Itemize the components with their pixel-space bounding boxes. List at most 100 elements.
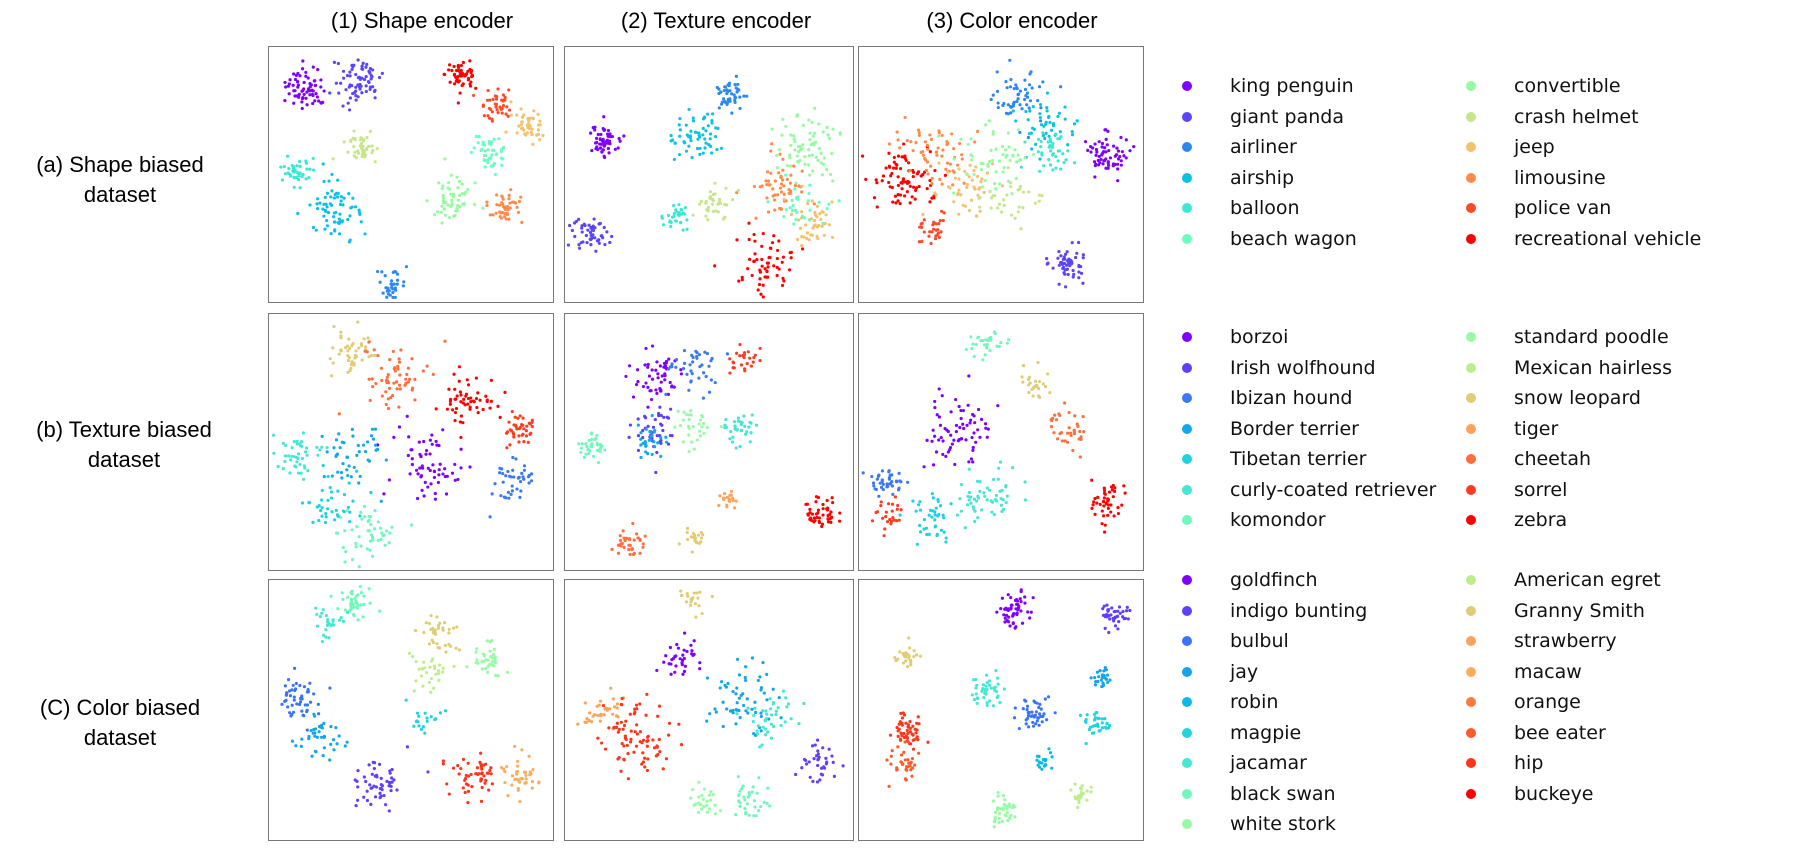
legend-label: strawberry [1514, 630, 1617, 652]
legend-label: borzoi [1230, 326, 1289, 348]
legend-marker-icon [1182, 484, 1192, 495]
legend-marker-icon [1466, 332, 1476, 342]
legend-label: komondor [1230, 509, 1326, 531]
legend-label: snow leopard [1514, 387, 1641, 409]
legend-label: police van [1514, 197, 1612, 219]
legend-label: goldfinch [1230, 569, 1318, 591]
column-title-texture: (2) Texture encoder [620, 8, 812, 33]
legend-marker-icon [1466, 81, 1476, 91]
row-title-shape-biased: (a) Shape biased dataset [10, 150, 230, 210]
legend-marker-icon [1182, 515, 1192, 525]
scatter-panel [858, 313, 1144, 571]
scatter-panel [564, 46, 854, 303]
legend-marker-icon [1182, 575, 1192, 585]
legend-marker-icon [1182, 819, 1192, 829]
legend-label: Granny Smith [1514, 599, 1645, 622]
legend-marker-icon [1466, 605, 1476, 616]
legend-label: balloon [1230, 197, 1300, 219]
legend-label: zebra [1514, 509, 1568, 531]
legend-marker-icon [1466, 423, 1476, 434]
legend-marker-icon [1466, 727, 1476, 738]
legend-marker-icon [1466, 111, 1476, 122]
legend-marker-icon [1466, 636, 1476, 646]
legend-marker-icon [1466, 666, 1476, 677]
legend-marker-icon [1182, 423, 1192, 434]
column-title-shape: (1) Shape encoder [330, 8, 514, 33]
legend-marker-icon [1182, 362, 1192, 373]
legend-marker-icon [1466, 393, 1476, 403]
legend-marker-icon [1182, 172, 1192, 183]
legend-label: crash helmet [1514, 105, 1639, 128]
legend-label: jeep [1514, 136, 1555, 158]
row-title-line: dataset [87, 447, 161, 472]
legend-label: Irish wolfhound [1230, 356, 1376, 379]
legend-marker-icon [1182, 727, 1192, 738]
legend-label: Tibetan terrier [1230, 448, 1367, 470]
legend-label: standard poodle [1514, 326, 1669, 348]
legend-label: white stork [1230, 813, 1336, 835]
legend-marker-icon [1182, 454, 1192, 464]
legend-marker-icon [1182, 697, 1192, 707]
legend-label: black swan [1230, 782, 1336, 805]
legend-label: robin [1230, 691, 1279, 713]
legend-marker-icon [1466, 203, 1476, 213]
legend-label: jay [1230, 660, 1259, 683]
legend-marker-icon [1182, 758, 1192, 768]
legend-label: bee eater [1514, 721, 1606, 744]
legend-marker-icon [1182, 605, 1192, 616]
legend-label: hip [1514, 752, 1544, 774]
scatter-panel [858, 579, 1144, 841]
legend-label: bulbul [1230, 630, 1289, 652]
legend-marker-icon [1466, 697, 1476, 707]
row-title-line: (C) Color biased [39, 695, 201, 720]
legend-label: king penguin [1230, 75, 1354, 97]
legend-marker-icon [1182, 788, 1192, 799]
row-title-color-biased: (C) Color biased dataset [10, 693, 230, 753]
legend-marker-icon [1466, 788, 1476, 799]
row-title-line: dataset [83, 725, 157, 750]
scatter-panel [268, 579, 554, 841]
legend-marker-icon [1182, 666, 1192, 677]
legend-label: airship [1230, 166, 1295, 189]
row-title-line: (a) Shape biased [36, 152, 204, 177]
legend-label: limousine [1514, 166, 1606, 189]
scatter-panel [858, 46, 1144, 303]
column-title-color: (3) Color encoder [926, 8, 1098, 33]
legend-label: giant panda [1230, 105, 1344, 128]
row-title-line: dataset [83, 182, 157, 207]
legend-marker-icon [1466, 758, 1476, 768]
legend-marker-icon [1182, 233, 1192, 244]
row-title-texture-biased: (b) Texture biased dataset [14, 415, 234, 475]
legend-label: convertible [1514, 75, 1621, 97]
legend-label: magpie [1230, 721, 1302, 744]
legend-marker-icon [1466, 172, 1476, 183]
row-title-line: (b) Texture biased [36, 417, 212, 442]
legend-label: American egret [1514, 569, 1661, 591]
legend-marker-icon [1182, 203, 1192, 213]
legend-marker-icon [1466, 484, 1476, 495]
legend-label: recreational vehicle [1514, 227, 1702, 250]
legend-marker-icon [1182, 111, 1192, 122]
legend-label: orange [1514, 691, 1581, 713]
legend-label: cheetah [1514, 448, 1592, 470]
legend-marker-icon [1182, 81, 1192, 91]
legend-label: jacamar [1230, 752, 1307, 774]
legend-label: indigo bunting [1230, 599, 1368, 622]
legend-marker-icon [1466, 142, 1476, 152]
legend-label: sorrel [1514, 478, 1568, 501]
legend-marker-icon [1466, 362, 1476, 373]
legend-label: Mexican hairless [1514, 356, 1672, 379]
legend-label: buckeye [1514, 782, 1594, 805]
legend-marker-icon [1182, 393, 1192, 403]
legend-marker-icon [1182, 142, 1192, 152]
scatter-panel [268, 46, 554, 303]
legend-label: curly-coated retriever [1230, 478, 1437, 501]
legend-label: beach wagon [1230, 227, 1357, 250]
scatter-panel [268, 313, 554, 571]
legend-label: airliner [1230, 136, 1297, 158]
legend-marker-icon [1466, 454, 1476, 464]
legend-marker-icon [1182, 332, 1192, 342]
legend-label: Ibizan hound [1230, 387, 1353, 409]
legend-label: Border terrier [1230, 417, 1359, 440]
legend-marker-icon [1466, 233, 1476, 244]
